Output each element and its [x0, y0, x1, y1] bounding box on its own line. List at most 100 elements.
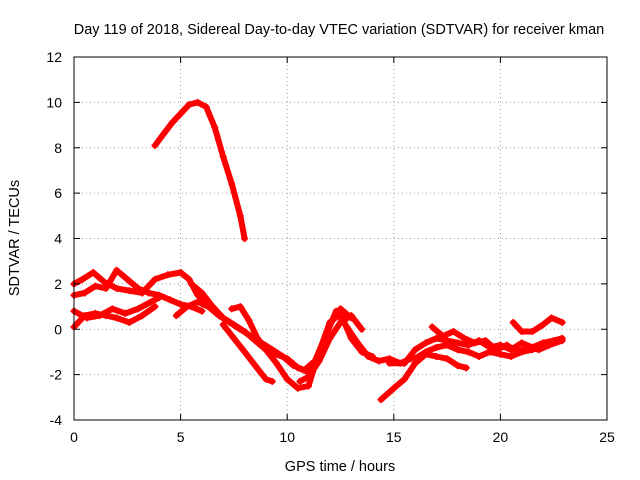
data-point — [305, 382, 313, 390]
y-tick-label: 2 — [54, 276, 62, 292]
data-point — [454, 362, 462, 370]
data-point — [548, 314, 556, 322]
data-point — [268, 377, 276, 385]
data-point — [507, 352, 515, 360]
data-point — [151, 141, 159, 149]
data-point — [464, 348, 472, 356]
data-point — [375, 357, 383, 365]
data-point — [125, 318, 133, 326]
data-point — [219, 153, 227, 161]
data-point — [138, 312, 146, 320]
data-point — [113, 266, 121, 274]
data-point — [102, 284, 110, 292]
data-point — [460, 334, 468, 342]
y-tick-label: 6 — [54, 185, 62, 201]
data-point — [411, 346, 419, 354]
y-tick-label: 8 — [54, 140, 62, 156]
data-point — [368, 352, 376, 360]
data-point — [123, 275, 131, 283]
data-point — [558, 318, 566, 326]
data-point — [347, 334, 355, 342]
data-point — [228, 305, 236, 313]
data-point — [294, 364, 302, 372]
data-point — [400, 359, 408, 367]
series-line — [152, 99, 248, 242]
data-point — [294, 384, 302, 392]
data-point — [253, 334, 261, 342]
x-tick-label: 25 — [599, 429, 615, 445]
data-point — [236, 303, 244, 311]
x-tick-label: 5 — [177, 429, 185, 445]
series-arc-9 — [219, 321, 276, 385]
data-point — [326, 334, 334, 342]
data-point — [168, 119, 176, 127]
data-point — [81, 312, 89, 320]
data-point — [155, 293, 163, 301]
data-point — [183, 303, 191, 311]
y-tick-label: 4 — [54, 231, 62, 247]
data-point — [89, 269, 97, 277]
y-tick-label: 0 — [54, 321, 62, 337]
data-point — [390, 384, 398, 392]
data-point — [518, 339, 526, 347]
data-point — [528, 328, 536, 336]
data-point — [241, 348, 249, 356]
data-point — [386, 359, 394, 367]
data-point — [439, 332, 447, 340]
data-point — [134, 284, 142, 292]
data-point — [347, 312, 355, 320]
data-point — [172, 312, 180, 320]
data-point — [166, 296, 174, 304]
data-point — [230, 321, 238, 329]
data-point — [296, 377, 304, 385]
data-point — [535, 346, 543, 354]
data-point — [198, 289, 206, 297]
data-point — [283, 375, 291, 383]
data-point — [79, 275, 87, 283]
y-axis-label: SDTVAR / TECUs — [7, 180, 23, 296]
data-point — [428, 323, 436, 331]
data-point — [113, 284, 121, 292]
data-point — [145, 289, 153, 297]
data-point — [125, 287, 133, 295]
data-point — [187, 280, 195, 288]
data-point — [326, 321, 334, 329]
data-point — [273, 359, 281, 367]
series-arc-10 — [296, 312, 366, 385]
data-point — [185, 275, 193, 283]
data-point — [194, 98, 202, 106]
data-point — [230, 334, 238, 342]
data-point — [160, 130, 168, 138]
data-point — [121, 309, 129, 317]
y-tick-label: 10 — [46, 94, 62, 110]
data-point — [100, 278, 108, 286]
data-point — [422, 339, 430, 347]
y-tick-label: 12 — [46, 49, 62, 65]
data-point — [545, 341, 553, 349]
data-point — [198, 307, 206, 315]
data-point — [251, 362, 259, 370]
data-point — [432, 334, 440, 342]
data-point — [177, 110, 185, 118]
y-tick-label: -2 — [50, 367, 63, 383]
data-point — [273, 350, 281, 358]
data-point — [245, 316, 253, 324]
data-point — [443, 341, 451, 349]
data-point — [236, 212, 244, 220]
data-point — [400, 375, 408, 383]
data-point — [185, 101, 193, 109]
data-point — [164, 271, 172, 279]
series-arc-15 — [411, 341, 536, 363]
data-point — [471, 339, 479, 347]
series-arc-7 — [187, 280, 376, 392]
data-point — [411, 355, 419, 363]
data-point — [262, 346, 270, 354]
data-point — [81, 289, 89, 297]
data-point — [462, 364, 470, 372]
series-arc-1 — [151, 98, 249, 242]
data-point — [241, 235, 249, 242]
data-point — [305, 373, 313, 381]
data-point — [134, 305, 142, 313]
data-point — [315, 357, 323, 365]
